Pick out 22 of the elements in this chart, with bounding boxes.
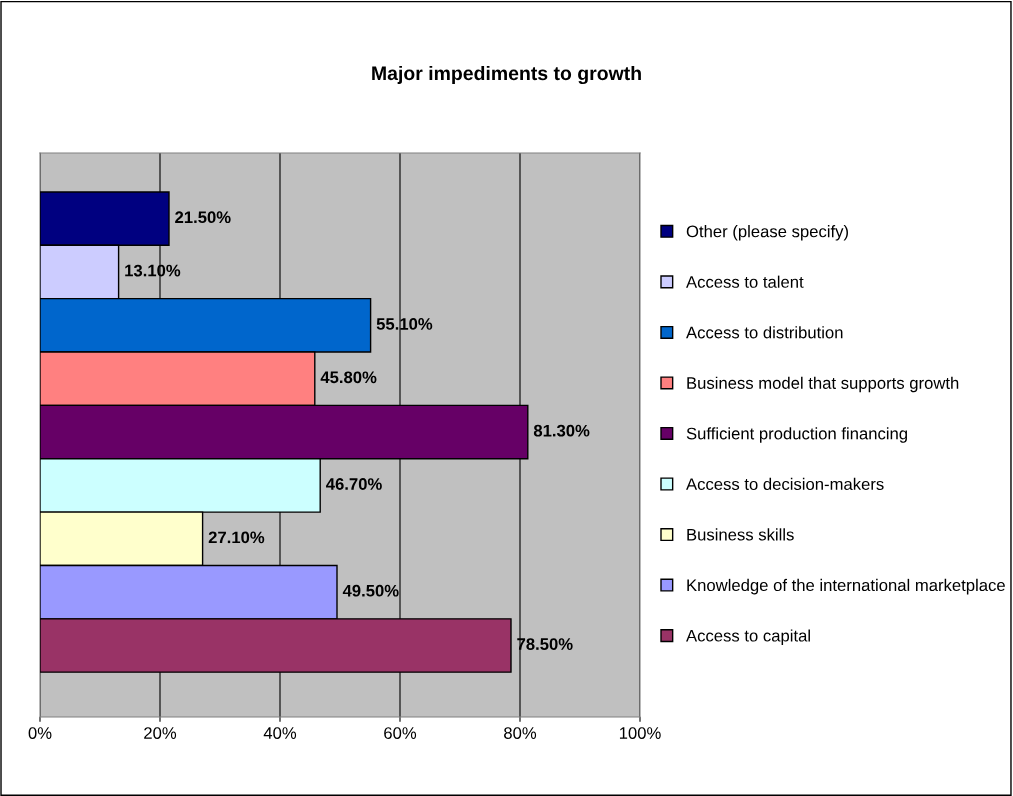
data-label: 46.70% bbox=[326, 478, 382, 490]
legend-label: Access to capital bbox=[686, 629, 810, 645]
chart-title: Major impediments to growth bbox=[372, 65, 641, 85]
legend-label: Access to decision-makers bbox=[686, 477, 884, 491]
data-label: 49.50% bbox=[342, 584, 399, 597]
legend-label: Access to distribution bbox=[686, 326, 843, 339]
x-tick-label: 100% bbox=[619, 727, 661, 739]
legend-label: Other (please specify) bbox=[686, 225, 848, 241]
x-tick-label: 60% bbox=[384, 727, 417, 739]
x-tick-label: 0% bbox=[28, 727, 52, 739]
data-label: 27.10% bbox=[208, 531, 265, 544]
data-label: 45.80% bbox=[320, 371, 377, 384]
x-tick-label: 80% bbox=[504, 727, 537, 739]
x-tick-label: 40% bbox=[263, 727, 297, 739]
legend-label: Knowledge of the international marketplace bbox=[687, 578, 1005, 595]
legend-label: Business skills bbox=[687, 528, 794, 541]
x-tick-label: 20% bbox=[144, 727, 177, 739]
data-label: 81.30% bbox=[533, 424, 590, 437]
legend-label: Sufficient production financing bbox=[686, 427, 907, 443]
legend-label: Business model that supports growth bbox=[687, 376, 959, 393]
data-label: 21.50% bbox=[175, 211, 231, 224]
legend-label: Access to talent bbox=[686, 275, 804, 288]
